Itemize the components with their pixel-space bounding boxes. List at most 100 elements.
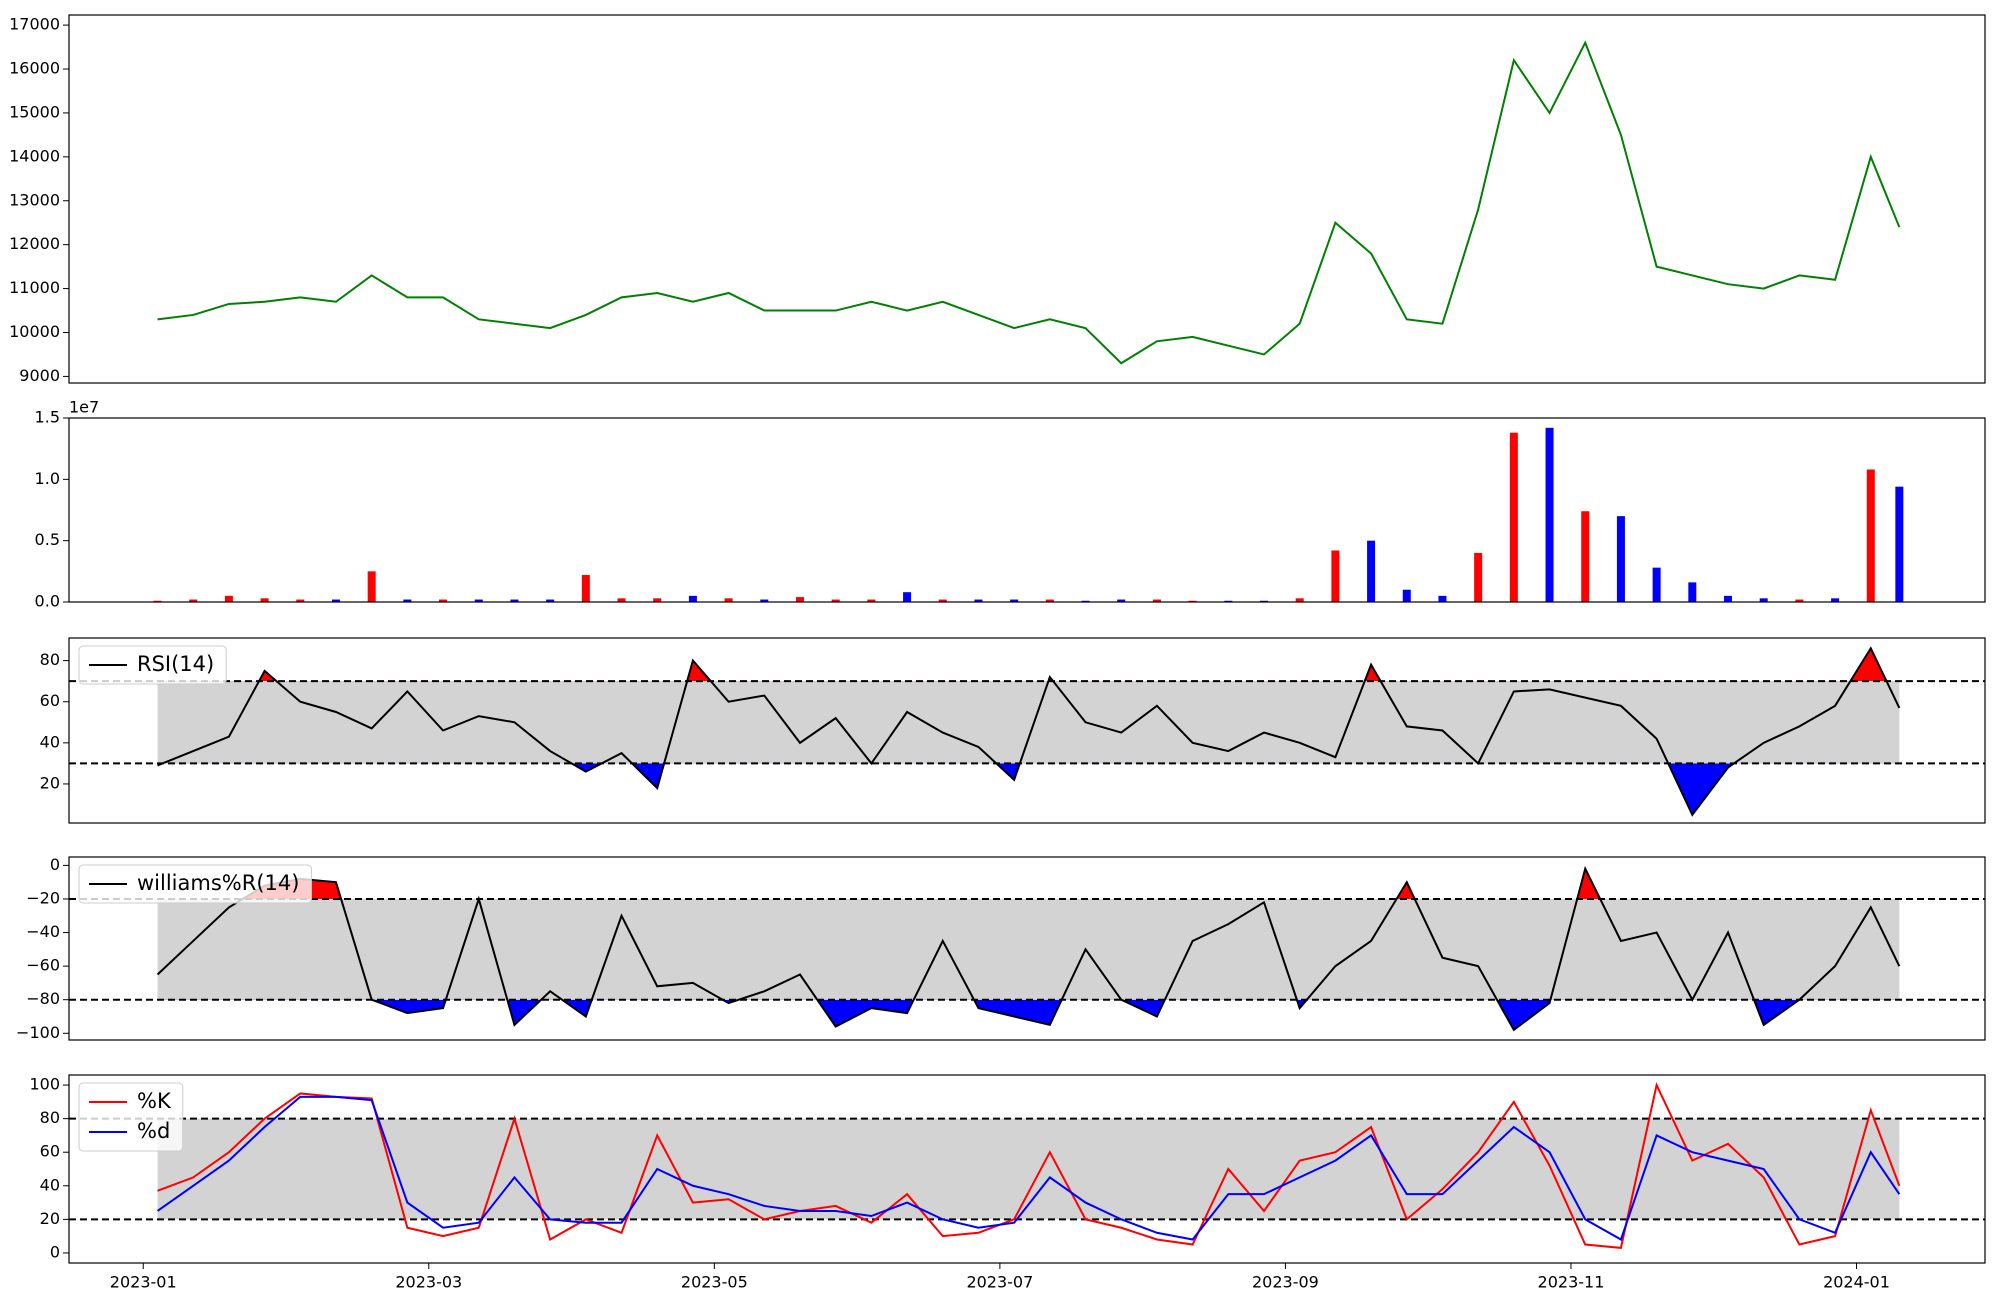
volume-bar — [1224, 600, 1233, 602]
volume-bar — [974, 599, 983, 602]
x-tick-label: 2023-09 — [1252, 1273, 1319, 1292]
volume-bar — [439, 599, 448, 602]
neutral-band — [157, 1118, 1900, 1220]
oversold-fill — [157, 763, 1900, 815]
x-tick-label: 2023-07 — [966, 1273, 1033, 1292]
y-tick-label: 12000 — [9, 234, 60, 253]
x-tick-label: 2023-11 — [1538, 1273, 1605, 1292]
price-line — [157, 40, 1901, 365]
neutral-band — [157, 898, 1900, 1000]
y-tick-label: −20 — [26, 888, 60, 907]
y-tick-label: 10000 — [9, 322, 60, 341]
y-tick-label: 0 — [50, 1242, 60, 1261]
x-tick-label: 2023-05 — [681, 1273, 748, 1292]
volume-bar — [1581, 511, 1590, 602]
volume-bar — [1402, 589, 1411, 602]
volume-bar — [1260, 600, 1269, 602]
volume-bar — [367, 571, 376, 602]
x-tick-label: 2023-01 — [110, 1273, 177, 1292]
y-tick-label: 60 — [40, 1142, 60, 1161]
y-tick-label: 14000 — [9, 146, 60, 165]
series-line — [157, 646, 1901, 817]
volume-bar — [1367, 540, 1376, 602]
volume-bar — [1616, 516, 1625, 602]
volume-bar — [724, 598, 733, 602]
volume-bar — [1010, 599, 1019, 602]
volume-bar — [653, 598, 662, 602]
y-tick-label: 9000 — [19, 366, 60, 385]
volume-bar — [1081, 600, 1090, 602]
volume-bar — [938, 599, 947, 602]
volume-bar — [153, 600, 162, 602]
y-tick-label: 15000 — [9, 102, 60, 121]
axes-frame — [68, 856, 1986, 1041]
volume-bar — [260, 598, 269, 602]
volume-bar — [1688, 582, 1697, 602]
series-line — [156, 1095, 1901, 1241]
axes-frame — [68, 14, 1986, 384]
y-tick-label: 16000 — [9, 59, 60, 78]
volume-bar — [1152, 599, 1161, 602]
y-tick-label: 0 — [50, 855, 60, 874]
x-tick-label: 2024-01 — [1823, 1273, 1890, 1292]
y-tick-label: 0.5 — [35, 530, 60, 549]
volume-bar — [1545, 427, 1554, 602]
y-tick-label: −100 — [16, 1023, 60, 1042]
series-line — [157, 1081, 1901, 1249]
legend-box — [78, 1082, 184, 1152]
volume-bar — [224, 595, 233, 602]
volume-bar — [474, 599, 483, 602]
volume-bar — [1652, 567, 1661, 602]
axes-frame — [68, 1074, 1986, 1264]
axes-frame — [68, 637, 1986, 824]
y-tick-label: 100 — [29, 1075, 60, 1094]
volume-bar — [760, 599, 769, 602]
volume-bar — [1331, 550, 1340, 602]
volume-bar — [1438, 595, 1447, 602]
y-tick-label: 11000 — [9, 278, 60, 297]
y-tick-label: 0.0 — [35, 592, 60, 611]
volume-bar — [1188, 600, 1197, 602]
volume-bar — [1831, 598, 1840, 602]
axes-frame — [68, 417, 1986, 603]
volume-bar — [510, 599, 519, 602]
offset-text: 1e7 — [69, 398, 99, 417]
volume-bar — [1295, 598, 1304, 602]
volume-bar — [1895, 486, 1904, 602]
volume-bar — [617, 598, 626, 602]
oversold-fill — [157, 999, 1900, 1030]
series-line — [156, 865, 1901, 1032]
y-tick-label: −40 — [26, 922, 60, 941]
volume-bar — [1759, 598, 1768, 602]
volume-bar — [331, 599, 340, 602]
volume-bar — [831, 599, 840, 602]
volume-bar — [1509, 432, 1518, 602]
overbought-fill — [157, 868, 1900, 899]
volume-bar — [296, 599, 305, 602]
y-tick-label: 17000 — [9, 15, 60, 34]
volume-bar — [1795, 599, 1804, 602]
legend-label: RSI(14) — [137, 652, 214, 676]
neutral-band — [157, 681, 1900, 764]
y-tick-label: 20 — [40, 773, 60, 792]
volume-bar — [688, 595, 697, 602]
volume-bar — [1117, 599, 1126, 602]
y-tick-label: 60 — [40, 691, 60, 710]
legend-label: %K — [137, 1089, 172, 1113]
y-tick-label: −60 — [26, 956, 60, 975]
volume-bar — [903, 592, 912, 602]
volume-bar — [1045, 599, 1054, 602]
y-tick-label: −80 — [26, 989, 60, 1008]
y-tick-label: 13000 — [9, 190, 60, 209]
y-tick-label: 1.5 — [35, 408, 60, 427]
legend-box — [78, 864, 312, 904]
volume-bar — [1724, 595, 1733, 602]
y-tick-label: 20 — [40, 1209, 60, 1228]
y-tick-label: 80 — [40, 1108, 60, 1127]
volume-bar — [795, 597, 804, 602]
y-tick-label: 40 — [40, 732, 60, 751]
y-tick-label: 40 — [40, 1175, 60, 1194]
volume-bar — [403, 599, 412, 602]
volume-bar — [546, 599, 555, 602]
